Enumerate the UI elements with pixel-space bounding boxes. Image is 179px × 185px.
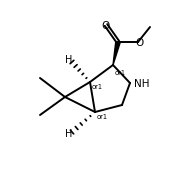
Text: H: H <box>65 129 73 139</box>
Text: or1: or1 <box>92 84 103 90</box>
Text: O: O <box>135 38 143 48</box>
Text: or1: or1 <box>97 114 108 120</box>
Polygon shape <box>113 41 120 65</box>
Text: or1: or1 <box>115 70 126 76</box>
Text: H: H <box>65 55 73 65</box>
Text: O: O <box>101 21 109 31</box>
Text: NH: NH <box>134 79 149 89</box>
